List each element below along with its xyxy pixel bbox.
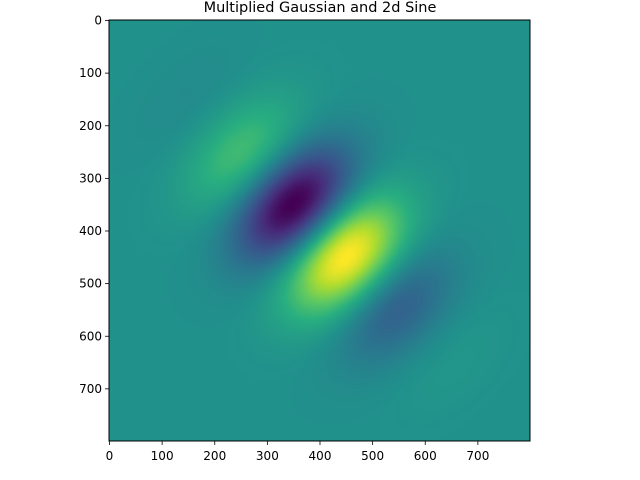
- plot-area: [108, 19, 531, 442]
- chart-title: Multiplied Gaussian and 2d Sine: [204, 0, 437, 16]
- x-tick-label: 700: [466, 449, 489, 463]
- y-tick-label: 200: [79, 119, 102, 133]
- plot-frame: [108, 19, 531, 442]
- x-tick-label: 500: [361, 449, 384, 463]
- x-tick-label: 300: [256, 449, 279, 463]
- y-tick-label: 300: [79, 171, 102, 185]
- y-tick-label: 600: [79, 329, 102, 343]
- y-tick-label: 0: [94, 14, 102, 28]
- x-axis: 0 100 200 300 400 500 600 700: [106, 441, 489, 463]
- y-axis: 0 100 200 300 400 500 600 700: [79, 14, 109, 396]
- y-tick-label: 700: [79, 382, 102, 396]
- x-tick-label: 0: [106, 449, 114, 463]
- x-tick-label: 100: [151, 449, 174, 463]
- y-tick-label: 400: [79, 224, 102, 238]
- x-tick-label: 600: [414, 449, 437, 463]
- y-tick-label: 500: [79, 277, 102, 291]
- y-tick-label: 100: [79, 66, 102, 80]
- heatmap-image: [109, 20, 530, 441]
- x-tick-label: 200: [203, 449, 226, 463]
- x-tick-label: 400: [309, 449, 332, 463]
